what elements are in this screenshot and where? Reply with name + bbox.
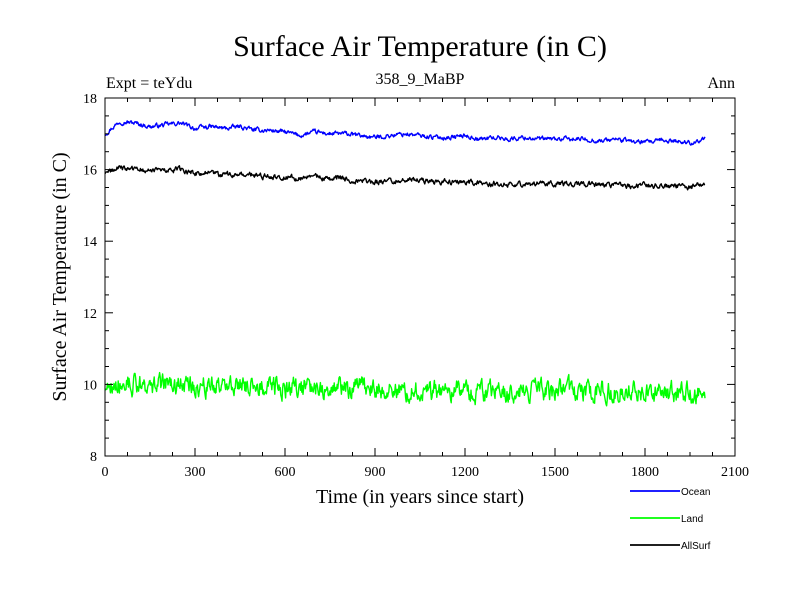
legend: Ocean Land AllSurf — [630, 487, 711, 552]
x-tick-label: 1800 — [631, 465, 659, 480]
x-tick-labels: 0 300 600 900 1200 1500 1800 2100 — [102, 465, 750, 480]
x-tick-label: 2100 — [721, 465, 749, 480]
x-tick-label: 900 — [365, 465, 386, 480]
x-tick-label: 600 — [275, 465, 296, 480]
series-ocean-line — [104, 120, 706, 146]
series-land-line — [104, 371, 706, 407]
legend-label-land: Land — [681, 514, 703, 525]
plot-frame — [104, 97, 736, 457]
legend-label-allsurf: AllSurf — [681, 541, 711, 552]
series-layer — [104, 120, 706, 407]
x-tick-label: 0 — [102, 465, 109, 480]
y-tick-label: 14 — [83, 235, 97, 250]
y-axis-label: Surface Air Temperature (in C) — [49, 152, 71, 401]
y-tick-label: 8 — [90, 450, 97, 465]
x-tick-label: 1200 — [451, 465, 479, 480]
x-tick-label: 300 — [185, 465, 206, 480]
tick-layer — [104, 97, 736, 457]
x-tick-label: 1500 — [541, 465, 569, 480]
y-tick-label: 16 — [83, 164, 97, 179]
x-axis-label: Time (in years since start) — [316, 486, 524, 508]
y-tick-label: 10 — [83, 378, 97, 393]
y-tick-label: 12 — [83, 307, 97, 322]
y-tick-labels: 8 10 12 14 16 18 — [83, 92, 97, 465]
chart-title: Surface Air Temperature (in C) — [233, 30, 607, 63]
subtitle-season: Ann — [707, 75, 735, 92]
y-tick-label: 18 — [83, 92, 97, 107]
legend-label-ocean: Ocean — [681, 487, 710, 498]
subtitle-expt: Expt = teYdu — [106, 75, 192, 92]
subtitle-period: 358_9_MaBP — [376, 71, 465, 88]
series-allsurf-line — [104, 165, 706, 191]
